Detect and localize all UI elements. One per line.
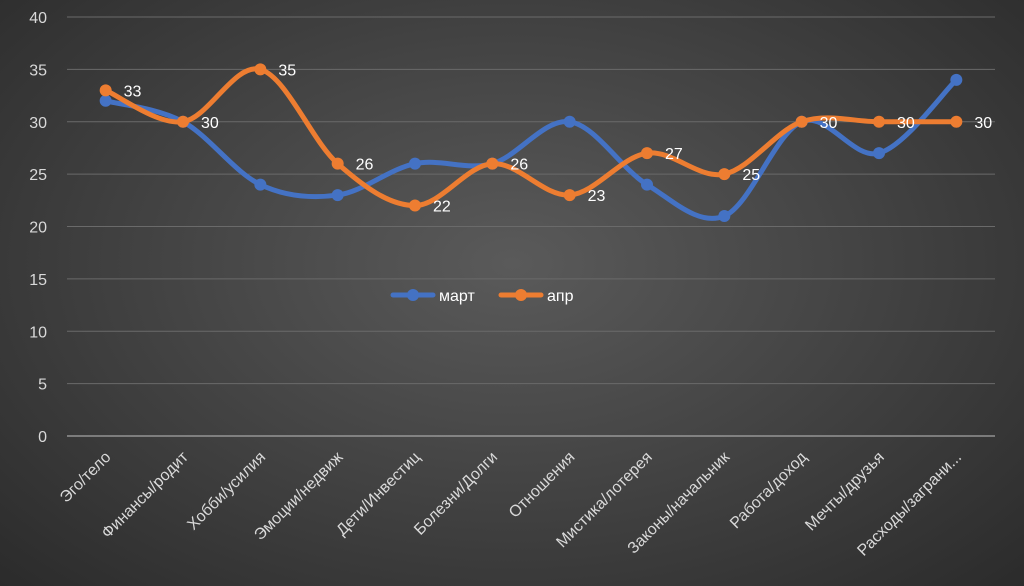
- data-point: [873, 147, 885, 160]
- x-tick-label: Эго/тело: [57, 449, 115, 507]
- data-label: 30: [974, 115, 992, 132]
- data-label: 27: [665, 146, 683, 163]
- data-point: [99, 94, 112, 107]
- data-point: [950, 73, 963, 86]
- legend-marker: [407, 289, 419, 301]
- data-point: [641, 147, 653, 160]
- data-labels: 33 30 35 26 22 26 23 27 25 30 30 30: [124, 62, 993, 215]
- y-tick-label: 35: [29, 62, 47, 79]
- data-label: 25: [742, 167, 760, 184]
- x-tick-label: Отношения: [506, 449, 579, 522]
- data-point: [563, 115, 576, 128]
- data-point: [254, 63, 267, 76]
- data-point: [486, 157, 499, 170]
- data-point: [409, 199, 421, 212]
- data-label: 30: [820, 115, 838, 132]
- data-label: 22: [433, 199, 451, 216]
- y-tick-label: 40: [29, 10, 47, 27]
- y-tick-label: 30: [29, 115, 47, 132]
- data-point: [563, 189, 576, 202]
- y-tick-label: 15: [29, 272, 47, 289]
- legend-label: март: [439, 288, 475, 305]
- y-tick-label: 5: [38, 377, 47, 394]
- series-layer: [99, 63, 963, 223]
- data-label: 23: [588, 188, 606, 205]
- y-tick-label: 10: [29, 324, 47, 341]
- data-label: 33: [124, 83, 142, 100]
- legend-marker: [515, 289, 527, 301]
- data-label: 30: [201, 115, 219, 132]
- y-axis: 0 5 10 15 20 25 30 35 40: [29, 10, 47, 446]
- x-axis: Эго/телоФинансы/родитХобби/усилияЭмоции/…: [57, 448, 965, 559]
- data-point: [950, 115, 963, 128]
- data-point: [177, 115, 189, 128]
- x-tick-label: Дети/Инвестиц: [333, 449, 423, 539]
- data-label: 26: [356, 157, 374, 174]
- data-label: 26: [510, 157, 528, 174]
- data-point: [718, 168, 731, 181]
- data-point: [641, 178, 653, 191]
- y-tick-label: 0: [38, 429, 47, 446]
- data-point: [99, 84, 112, 97]
- series-line-mart: [103, 77, 959, 221]
- legend-label: апр: [547, 288, 574, 305]
- y-tick-label: 20: [29, 220, 47, 237]
- data-point: [254, 178, 267, 191]
- data-point: [409, 157, 421, 170]
- data-point: [331, 157, 344, 170]
- x-tick-label: Хобби/усилия: [184, 449, 269, 534]
- x-tick-label: Мечты/друзья: [802, 449, 887, 534]
- data-label: 35: [278, 62, 296, 79]
- data-point: [718, 210, 731, 223]
- data-point: [795, 115, 808, 128]
- x-tick-label: Болезни/Долги: [411, 449, 501, 539]
- legend: март апр: [390, 288, 574, 305]
- data-point: [331, 189, 344, 202]
- data-point: [873, 115, 885, 128]
- x-tick-label: Работа/доход: [727, 448, 811, 532]
- y-tick-label: 25: [29, 167, 47, 184]
- gridlines: [67, 16, 995, 437]
- data-label: 30: [897, 115, 915, 132]
